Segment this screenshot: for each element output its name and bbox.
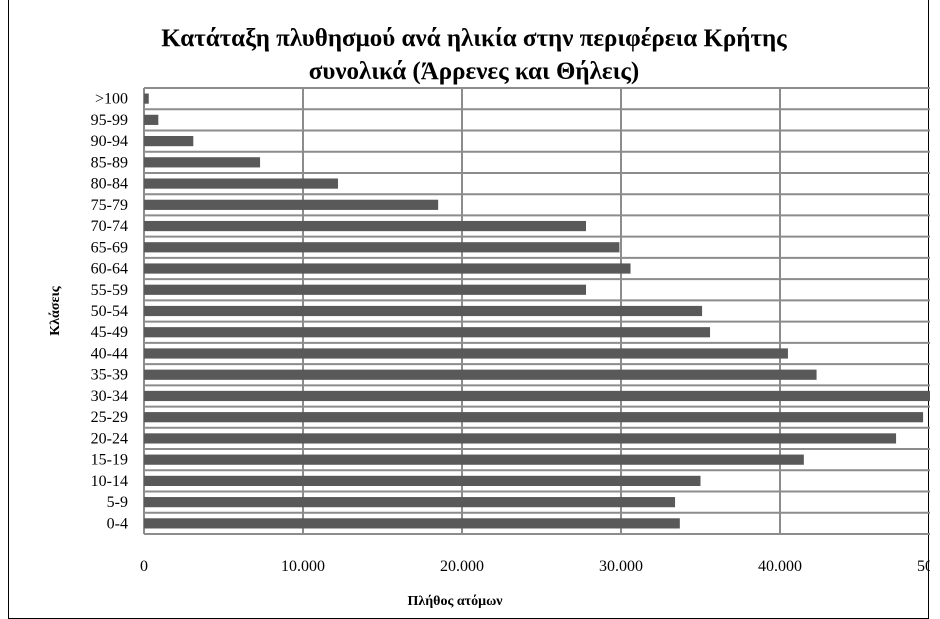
- y-tick-label: 10-14: [91, 473, 128, 490]
- bar-45-49: [144, 327, 711, 338]
- bar-70-74: [144, 220, 587, 232]
- bar-75-79: [144, 199, 439, 210]
- bar-15-19: [144, 454, 804, 465]
- x-tick-label: 20.000: [440, 558, 484, 575]
- bar-10-14: [144, 475, 701, 487]
- bar-55-59: [144, 284, 587, 295]
- x-tick-label: 40.000: [758, 558, 802, 575]
- x-tick-label: 30.000: [599, 558, 643, 575]
- y-tick-label: 25-29: [91, 409, 128, 426]
- y-tick-label: 80-84: [91, 176, 128, 193]
- y-tick-label: 55-59: [91, 282, 128, 299]
- bar-30-34: [144, 390, 930, 402]
- y-tick-label: 35-39: [91, 367, 128, 384]
- y-tick-label: 70-74: [91, 218, 128, 235]
- population-bar-chart: Κατάταξη πλυθησμού ανά ηλικία στην περιφ…: [48, 25, 930, 609]
- bar-50-54: [144, 305, 703, 317]
- y-tick-label: 0-4: [107, 515, 128, 532]
- bar-95-99: [144, 114, 159, 125]
- chart-title-line-2: συνολικά (Άρρενες και Θήλεις): [309, 58, 639, 85]
- y-tick-label: 5-9: [107, 494, 128, 511]
- bar-0-4: [144, 518, 680, 529]
- x-tick-labels: 0 10.000 20.000 30.000 40.000 50.000: [140, 558, 930, 575]
- y-tick-label: >100: [95, 91, 128, 108]
- bar-80-84: [144, 178, 338, 189]
- y-tick-labels: 0-4 5-9 10-14 15-19 20-24 25-29 30-34 35-39 40-4…: [91, 91, 128, 533]
- y-tick-label: 20-24: [91, 430, 128, 447]
- bar-90-94: [144, 135, 194, 147]
- y-tick-label: 90-94: [91, 133, 128, 150]
- bar-5-9: [144, 497, 676, 508]
- y-tick-label: 95-99: [91, 112, 128, 129]
- bar-60-64: [144, 263, 631, 274]
- bar-25-29: [144, 412, 924, 423]
- bar-65-69: [144, 242, 620, 253]
- y-tick-label: 45-49: [91, 324, 128, 341]
- bar-35-39: [144, 369, 817, 380]
- y-tick-label: 60-64: [91, 261, 128, 278]
- y-tick-label: 40-44: [91, 345, 128, 362]
- y-tick-label: 65-69: [91, 239, 128, 256]
- y-tick-label: 30-34: [91, 388, 128, 405]
- x-tick-label: 50.000: [917, 558, 930, 575]
- bar->100: [144, 93, 149, 104]
- x-tick-label: 10.000: [281, 558, 325, 575]
- bar-85-89: [144, 157, 261, 168]
- y-tick-label: 75-79: [91, 197, 128, 214]
- bar-40-44: [144, 348, 788, 359]
- chart-frame: Κατάταξη πλυθησμού ανά ηλικία στην περιφ…: [8, 0, 930, 619]
- x-tick-label: 0: [140, 558, 148, 575]
- y-tick-label: 15-19: [91, 452, 128, 469]
- bars: [144, 93, 930, 529]
- y-tick-label: 50-54: [91, 303, 128, 320]
- x-axis-label: Πλήθος ατόμων: [407, 594, 503, 609]
- chart-title-line-1: Κατάταξη πλυθησμού ανά ηλικία στην περιφ…: [161, 25, 787, 52]
- y-axis-label: Κλάσεις: [48, 285, 63, 336]
- y-tick-label: 85-89: [91, 154, 128, 171]
- bar-20-24: [144, 433, 897, 444]
